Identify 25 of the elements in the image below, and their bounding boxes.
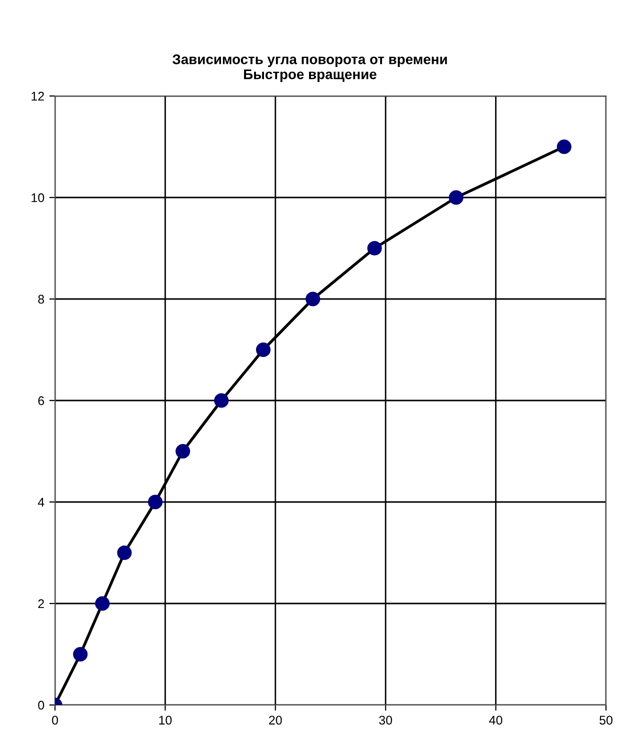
- x-tick-label: 50: [600, 716, 612, 725]
- y-tick-label: 6: [38, 396, 44, 406]
- point: [176, 444, 190, 459]
- x-tick-label: 20: [269, 716, 282, 725]
- point: [214, 393, 229, 408]
- y-tick-label: 8: [38, 294, 44, 304]
- point: [95, 596, 110, 611]
- y-tick-label: 12: [32, 92, 44, 101]
- y-tick-label: 10: [32, 193, 44, 202]
- x-tick-label: 0: [52, 716, 58, 725]
- point: [556, 139, 572, 154]
- y-tick-label: 2: [38, 599, 44, 608]
- x-tick-label: 30: [379, 716, 392, 725]
- point: [148, 494, 163, 510]
- point: [367, 240, 382, 256]
- x-tick-label: 40: [489, 716, 502, 725]
- y-tick-label: 0: [38, 700, 44, 710]
- point: [306, 292, 320, 306]
- y-tick-label: 4: [38, 498, 44, 507]
- point: [256, 342, 271, 358]
- point: [73, 646, 88, 662]
- point: [448, 190, 464, 205]
- x-tick-label: 10: [159, 716, 172, 725]
- chart-title: Зависимость угла поворота от времени Быстрое вращение: [172, 54, 447, 82]
- point: [117, 545, 132, 560]
